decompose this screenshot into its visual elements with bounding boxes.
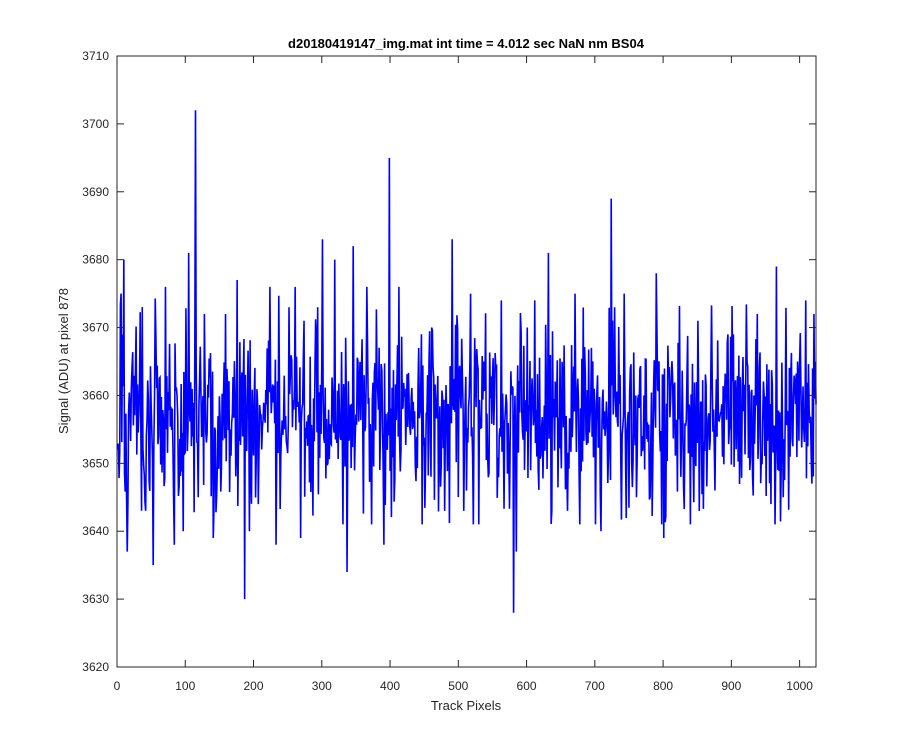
x-tick-label: 400 (380, 679, 400, 693)
x-tick-label: 900 (721, 679, 741, 693)
x-tick-label: 600 (517, 679, 537, 693)
x-tick-label: 0 (114, 679, 121, 693)
x-tick-label: 100 (175, 679, 195, 693)
x-tick-label: 200 (244, 679, 264, 693)
y-tick-label: 3650 (82, 456, 109, 470)
y-tick-label: 3630 (82, 592, 109, 606)
series-line (116, 110, 817, 613)
series-layer (116, 110, 817, 613)
x-tick-label: 500 (448, 679, 468, 693)
y-axis-title: Signal (ADU) at pixel 878 (56, 288, 71, 434)
y-tick-label: 3640 (82, 524, 109, 538)
y-tick-label: 3680 (82, 253, 109, 267)
x-tick-label: 800 (653, 679, 673, 693)
tick-layer: 0 100 200 300 400 500 600 700 800 900 1000 3620 3630… (82, 49, 816, 693)
y-tick-label: 3710 (82, 49, 109, 63)
y-tick-label: 3620 (82, 660, 109, 674)
y-tick-label: 3700 (82, 117, 109, 131)
chart-title: d20180419147_img.mat int time = 4.012 se… (288, 36, 645, 51)
x-tick-label: 700 (585, 679, 605, 693)
plot-area (117, 56, 816, 667)
x-tick-label: 1000 (786, 679, 813, 693)
axes-box (116, 55, 817, 668)
x-tick-label: 300 (312, 679, 332, 693)
x-axis-title: Track Pixels (431, 698, 502, 713)
y-tick-label: 3690 (82, 185, 109, 199)
y-tick-label: 3670 (82, 321, 109, 335)
y-tick-label: 3660 (82, 388, 109, 402)
